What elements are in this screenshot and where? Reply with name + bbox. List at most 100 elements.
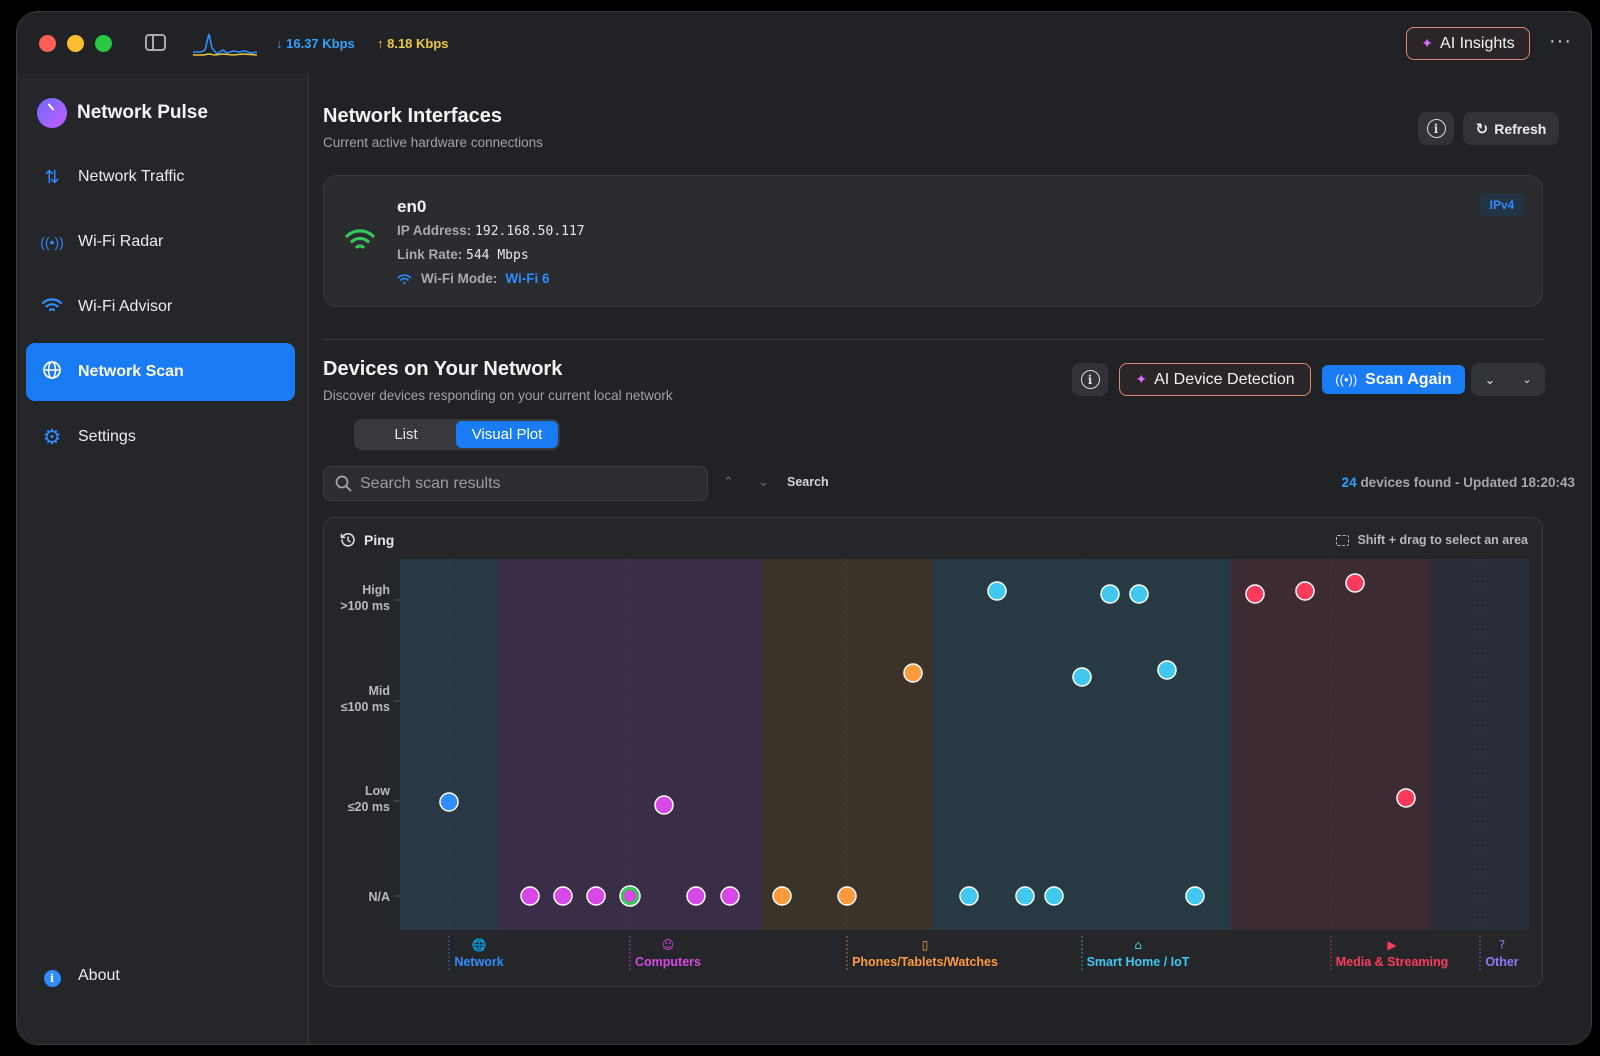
- devices-found-count: 24: [1341, 475, 1357, 490]
- device-point: [1044, 886, 1064, 906]
- tab-list[interactable]: List: [394, 426, 418, 443]
- link-rate-label: Link Rate:: [397, 247, 463, 262]
- sparkles-icon: ✦: [1421, 35, 1434, 51]
- search-input[interactable]: [360, 474, 690, 493]
- wifi-mode-value: Wi-Fi 6: [505, 271, 550, 286]
- y-tick-sublabel: ≤100 ms: [341, 700, 390, 714]
- category-label: Network: [454, 955, 503, 969]
- devices-info-button[interactable]: i: [1072, 363, 1108, 396]
- link-rate-row: Link Rate: 544 Mbps: [397, 247, 529, 263]
- link-rate-value: 544 Mbps: [466, 248, 529, 263]
- main-content: Network Interfaces Current active hardwa…: [323, 74, 1575, 1044]
- chevron-down-icon: ⌄: [1484, 371, 1496, 387]
- scan-again-label: Scan Again: [1365, 370, 1452, 388]
- ai-device-detection-button[interactable]: ✦ AI Device Detection: [1119, 363, 1311, 396]
- sidebar-item-about[interactable]: i About: [26, 947, 295, 1005]
- ip-address-label: IP Address:: [397, 223, 472, 238]
- search-button[interactable]: Search: [787, 475, 829, 489]
- sidebar-toggle-icon[interactable]: [145, 34, 166, 51]
- more-options-icon[interactable]: ···: [1549, 30, 1572, 52]
- search-field[interactable]: [323, 466, 708, 501]
- device-point-core: [624, 890, 636, 902]
- app-name: Network Pulse: [77, 102, 208, 123]
- ping-plot-card: Ping Shift + drag to select an area High…: [323, 517, 1543, 987]
- device-point: [553, 886, 573, 906]
- app-logo-icon: [37, 98, 67, 128]
- question-icon: ?: [1499, 938, 1505, 952]
- refresh-button[interactable]: ↻ Refresh: [1463, 112, 1559, 145]
- broadcast-icon: ((•)): [1335, 372, 1358, 387]
- device-point: [1100, 584, 1120, 604]
- sidebar-item-label: Wi-Fi Advisor: [78, 298, 173, 315]
- refresh-label: Refresh: [1494, 120, 1547, 137]
- interfaces-title: Network Interfaces: [323, 105, 502, 127]
- sidebar-item-label: Wi-Fi Radar: [78, 233, 164, 250]
- device-point: [654, 795, 674, 815]
- scan-options-dropdown[interactable]: ⌄ ⌄: [1471, 363, 1545, 396]
- sidebar-item-label: Settings: [78, 428, 136, 445]
- zoom-window-button[interactable]: [95, 35, 112, 52]
- sidebar-item-settings[interactable]: ⚙ Settings: [26, 408, 295, 466]
- device-point: [439, 792, 459, 812]
- refresh-icon: ↻: [1475, 120, 1489, 138]
- globe-icon: [26, 360, 78, 385]
- device-point: [586, 886, 606, 906]
- sidebar-item-network-traffic[interactable]: ⇅ Network Traffic: [26, 148, 295, 206]
- category-label: Smart Home / IoT: [1087, 955, 1190, 969]
- device-point: [1245, 584, 1265, 604]
- device-point: [959, 886, 979, 906]
- device-point: [1072, 667, 1092, 687]
- device-point: [1295, 581, 1315, 601]
- sparkles-icon: ✦: [1135, 371, 1148, 387]
- sidebar-item-wifi-radar[interactable]: ((•)) Wi-Fi Radar: [26, 213, 295, 271]
- device-point: [987, 581, 1007, 601]
- selection-rect-icon: [1336, 534, 1350, 546]
- title-bar: ↓ 16.37 Kbps ↑ 8.18 Kbps ✦ AI Insights ·…: [17, 12, 1591, 74]
- device-point: [1396, 788, 1416, 808]
- device-point: [686, 886, 706, 906]
- device-point: [1185, 886, 1205, 906]
- sidebar: [17, 74, 307, 1044]
- interfaces-info-button[interactable]: i: [1418, 112, 1454, 145]
- next-result-chevron-down-icon[interactable]: ⌄: [758, 474, 769, 489]
- sidebar-item-label: Network Scan: [78, 363, 184, 380]
- sidebar-item-network-scan[interactable]: Network Scan: [26, 343, 295, 401]
- wifi-mode-label: Wi-Fi Mode:: [421, 271, 498, 286]
- ai-insights-button[interactable]: ✦ AI Insights: [1406, 27, 1530, 60]
- sidebar-item-label: About: [78, 967, 120, 984]
- ai-insights-label: AI Insights: [1440, 34, 1515, 52]
- device-point: [1345, 573, 1365, 593]
- wifi-mode-row: Wi-Fi Mode: Wi-Fi 6: [397, 271, 550, 286]
- person-icon: ☺: [662, 938, 675, 952]
- device-point: [1157, 660, 1177, 680]
- info-icon: i: [1080, 370, 1100, 389]
- wifi-mode-icon: [397, 273, 412, 284]
- selection-hint-text: Shift + drag to select an area: [1357, 533, 1528, 547]
- phone-icon: ▯: [922, 938, 929, 952]
- y-tick-label: N/A: [368, 890, 390, 904]
- view-mode-toggle: List Visual Plot: [354, 419, 560, 450]
- search-icon: [335, 475, 352, 492]
- devices-found-text: devices found - Updated 18:20:43: [1360, 475, 1575, 490]
- previous-result-chevron-up-icon[interactable]: ⌃: [723, 474, 734, 489]
- device-point: [837, 886, 857, 906]
- minimize-window-button[interactable]: [67, 35, 84, 52]
- ping-label: Ping: [364, 532, 395, 548]
- sidebar-item-wifi-advisor[interactable]: Wi-Fi Advisor: [26, 278, 295, 336]
- scan-again-button[interactable]: ((•)) Scan Again: [1322, 365, 1465, 394]
- device-point: [772, 886, 792, 906]
- tab-visual-plot[interactable]: Visual Plot: [456, 421, 558, 448]
- device-point: [1129, 584, 1149, 604]
- chevron-down-icon: ⌄: [1522, 374, 1532, 386]
- category-label: Media & Streaming: [1336, 955, 1449, 969]
- gear-icon: ⚙: [42, 425, 62, 449]
- traffic-sparkline-icon: [193, 33, 257, 56]
- ipv4-badge: IPv4: [1480, 194, 1524, 216]
- globe-icon: 🌐: [472, 938, 487, 952]
- interface-card: en0 IP Address: 192.168.50.117 Link Rate…: [323, 175, 1543, 307]
- device-ping-scatter[interactable]: High >100 ms Mid ≤100 ms Low ≤20 ms N/A 🌐 Networ…: [324, 518, 1542, 986]
- interfaces-subtitle: Current active hardware connections: [323, 135, 543, 150]
- clock-arrow-icon: [340, 533, 355, 547]
- close-window-button[interactable]: [39, 35, 56, 52]
- play-icon: ▶: [1387, 938, 1397, 952]
